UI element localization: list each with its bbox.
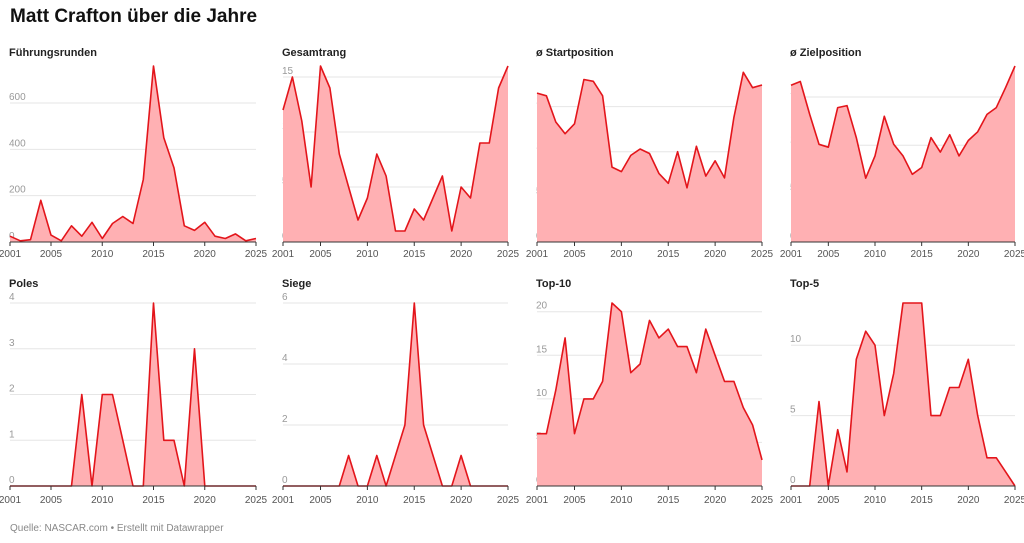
x-tick-label: 2010 xyxy=(610,249,633,260)
x-tick-label: 2005 xyxy=(563,249,586,260)
series-area xyxy=(537,72,762,242)
y-tick-label: 20 xyxy=(536,301,548,312)
x-tick-label: 2020 xyxy=(704,249,727,260)
y-tick-label: 0 xyxy=(9,475,15,486)
y-tick-label: 10 xyxy=(790,334,802,345)
series-area xyxy=(791,66,1015,242)
x-tick-label: 2005 xyxy=(563,495,586,506)
x-tick-label: 2015 xyxy=(911,249,934,260)
x-tick-label: 2015 xyxy=(403,249,426,260)
x-tick-label: 2005 xyxy=(309,495,332,506)
panel-title: ø Startposition xyxy=(536,47,614,59)
y-tick-label: 0 xyxy=(790,475,796,486)
y-tick-label: 0 xyxy=(282,475,288,486)
y-tick-label: 4 xyxy=(282,353,288,364)
series-area xyxy=(283,303,508,486)
y-tick-label: 200 xyxy=(9,185,26,196)
x-tick-label: 2005 xyxy=(40,249,63,260)
x-tick-label: 2001 xyxy=(0,249,22,260)
x-tick-label: 2010 xyxy=(91,249,114,260)
page-title: Matt Crafton über die Jahre xyxy=(10,6,258,27)
series-line xyxy=(282,65,509,232)
series-area xyxy=(791,303,1015,486)
x-tick-label: 2015 xyxy=(403,495,426,506)
x-tick-label: 2015 xyxy=(142,249,165,260)
x-tick-label: 2001 xyxy=(0,495,22,506)
y-tick-label: 2 xyxy=(9,384,15,395)
panel-title: Top-5 xyxy=(790,278,819,290)
y-tick-label: 2 xyxy=(282,414,288,425)
panel-7: Top-1005101520200120052010201520202025 xyxy=(526,278,774,506)
y-tick-label: 3 xyxy=(9,338,15,349)
x-tick-label: 2010 xyxy=(91,495,114,506)
y-tick-label: 5 xyxy=(790,405,796,416)
x-tick-label: 2025 xyxy=(751,249,774,260)
panel-2: Gesamtrang051015200120052010201520202025 xyxy=(272,47,520,260)
y-tick-label: 600 xyxy=(9,92,26,103)
x-tick-label: 2010 xyxy=(864,249,887,260)
series-line xyxy=(9,65,257,242)
y-tick-label: 1 xyxy=(9,429,15,440)
series-area xyxy=(283,66,508,242)
series-area xyxy=(10,66,256,242)
panel-title: Poles xyxy=(9,278,38,290)
x-tick-label: 2020 xyxy=(704,495,727,506)
x-tick-label: 2015 xyxy=(657,495,680,506)
series-line xyxy=(790,65,1016,179)
source-footer: Quelle: NASCAR.com • Erstellt mit Datawr… xyxy=(10,523,224,534)
y-tick-label: 15 xyxy=(536,344,548,355)
x-tick-label: 2025 xyxy=(1004,249,1024,260)
x-tick-label: 2015 xyxy=(657,249,680,260)
y-tick-label: 6 xyxy=(282,292,288,303)
x-tick-label: 2020 xyxy=(450,249,473,260)
x-tick-label: 2010 xyxy=(864,495,887,506)
panel-6: Siege 0 2 4 6 2001 2005 2010 2015 2020 2025 xyxy=(272,278,520,506)
x-tick-label: 2025 xyxy=(245,495,268,506)
x-tick-label: 2001 xyxy=(272,495,295,506)
x-tick-label: 2025 xyxy=(497,495,520,506)
x-tick-label: 2020 xyxy=(194,495,217,506)
panel-title: Top-10 xyxy=(536,278,571,290)
x-tick-label: 2005 xyxy=(309,249,332,260)
x-tick-label: 2020 xyxy=(957,249,980,260)
panel-title: ø Zielposition xyxy=(790,47,862,59)
panel-8: Top-5 0 5 10 2001 2005 2010 2015 2020 2025 xyxy=(780,278,1024,506)
x-tick-label: 2005 xyxy=(817,249,840,260)
series-area xyxy=(10,303,256,486)
series-line xyxy=(537,302,763,461)
x-tick-label: 2020 xyxy=(957,495,980,506)
y-tick-label: 400 xyxy=(9,138,26,149)
x-tick-label: 2010 xyxy=(610,495,633,506)
x-tick-label: 2010 xyxy=(356,495,379,506)
x-tick-label: 2001 xyxy=(526,249,549,260)
x-tick-label: 2025 xyxy=(1004,495,1024,506)
x-tick-label: 2025 xyxy=(497,249,520,260)
x-tick-label: 2005 xyxy=(40,495,63,506)
x-tick-label: 2001 xyxy=(780,495,803,506)
x-tick-label: 2015 xyxy=(142,495,165,506)
x-tick-label: 2010 xyxy=(356,249,379,260)
y-tick-label: 10 xyxy=(536,388,548,399)
y-tick-label: 4 xyxy=(9,292,15,303)
series-area xyxy=(537,303,762,486)
x-tick-label: 2015 xyxy=(911,495,934,506)
x-tick-label: 2001 xyxy=(526,495,549,506)
x-tick-label: 2001 xyxy=(272,249,295,260)
x-tick-label: 2020 xyxy=(450,495,473,506)
panel-4: ø Zielposition05101520012005201020152020… xyxy=(780,47,1024,260)
panel-title: Gesamtrang xyxy=(282,47,346,59)
y-tick-label: 15 xyxy=(282,66,294,77)
series-line xyxy=(536,71,763,189)
x-tick-label: 2025 xyxy=(245,249,268,260)
x-tick-label: 2005 xyxy=(817,495,840,506)
panel-5: Poles 0 1 2 3 4 2001 2005 2010 2015 2020 2025 xyxy=(0,278,268,506)
panel-title: Siege xyxy=(282,278,311,290)
x-tick-label: 2025 xyxy=(751,495,774,506)
panel-title: Führungsrunden xyxy=(9,47,97,59)
x-tick-label: 2020 xyxy=(194,249,217,260)
x-tick-label: 2001 xyxy=(780,249,803,260)
panel-3: ø Startposition0510152001200520102015202… xyxy=(526,47,774,260)
